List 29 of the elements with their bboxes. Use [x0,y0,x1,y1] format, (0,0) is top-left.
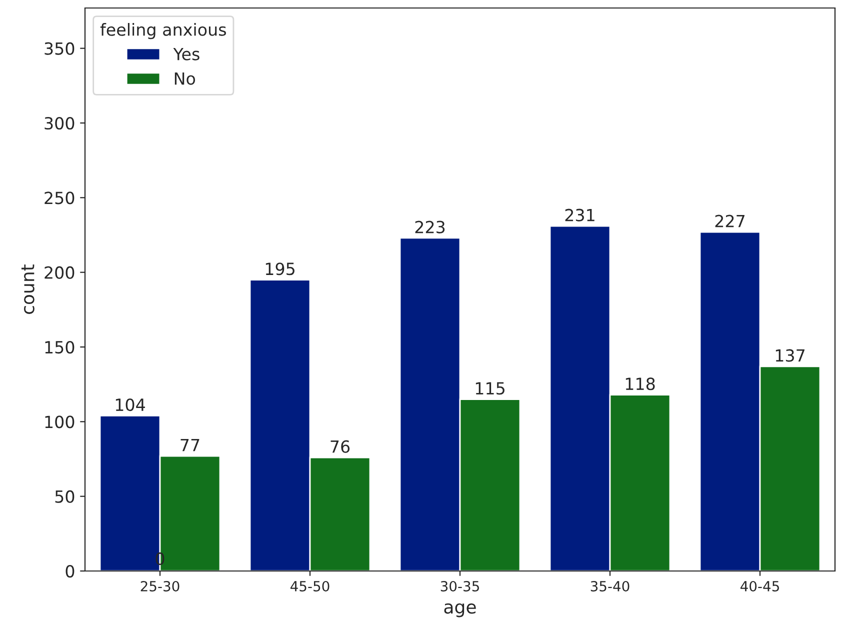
y-tick-label: 350 [44,42,74,55]
x-tick-label: 25-30 [140,580,180,592]
y-tick-label: 0 [66,564,74,578]
x-tick-label: 45-50 [290,580,330,592]
y-tick-label: 50 [55,490,74,503]
x-tick-label: 40-45 [740,580,779,592]
y-tick-label: 200 [44,266,74,279]
data-label: 118 [626,378,655,390]
y-axis-title: count [21,264,34,314]
data-label: 76 [330,440,350,453]
y-tick-label: 100 [45,416,74,428]
y-tick-label: 150 [45,340,74,354]
data-label: 115 [476,382,504,395]
x-axis-title: age [444,603,476,618]
x-tick-label: 30-35 [440,580,479,592]
data-label: 104 [116,398,145,412]
legend-label: Yes [173,48,200,60]
y-tick-label: 300 [44,116,74,130]
data-label: 231 [565,208,594,222]
legend-title: feeling anxious [100,23,226,40]
annotation: 0 [156,552,164,565]
y-tick-label: 250 [44,192,74,204]
data-label: 227 [715,214,744,228]
data-label: 137 [776,349,804,362]
x-tick-label: 35-40 [590,580,630,592]
data-label: 195 [266,262,294,276]
data-label: 77 [180,439,200,452]
legend-label: No [174,72,196,85]
data-label: 223 [415,220,445,234]
